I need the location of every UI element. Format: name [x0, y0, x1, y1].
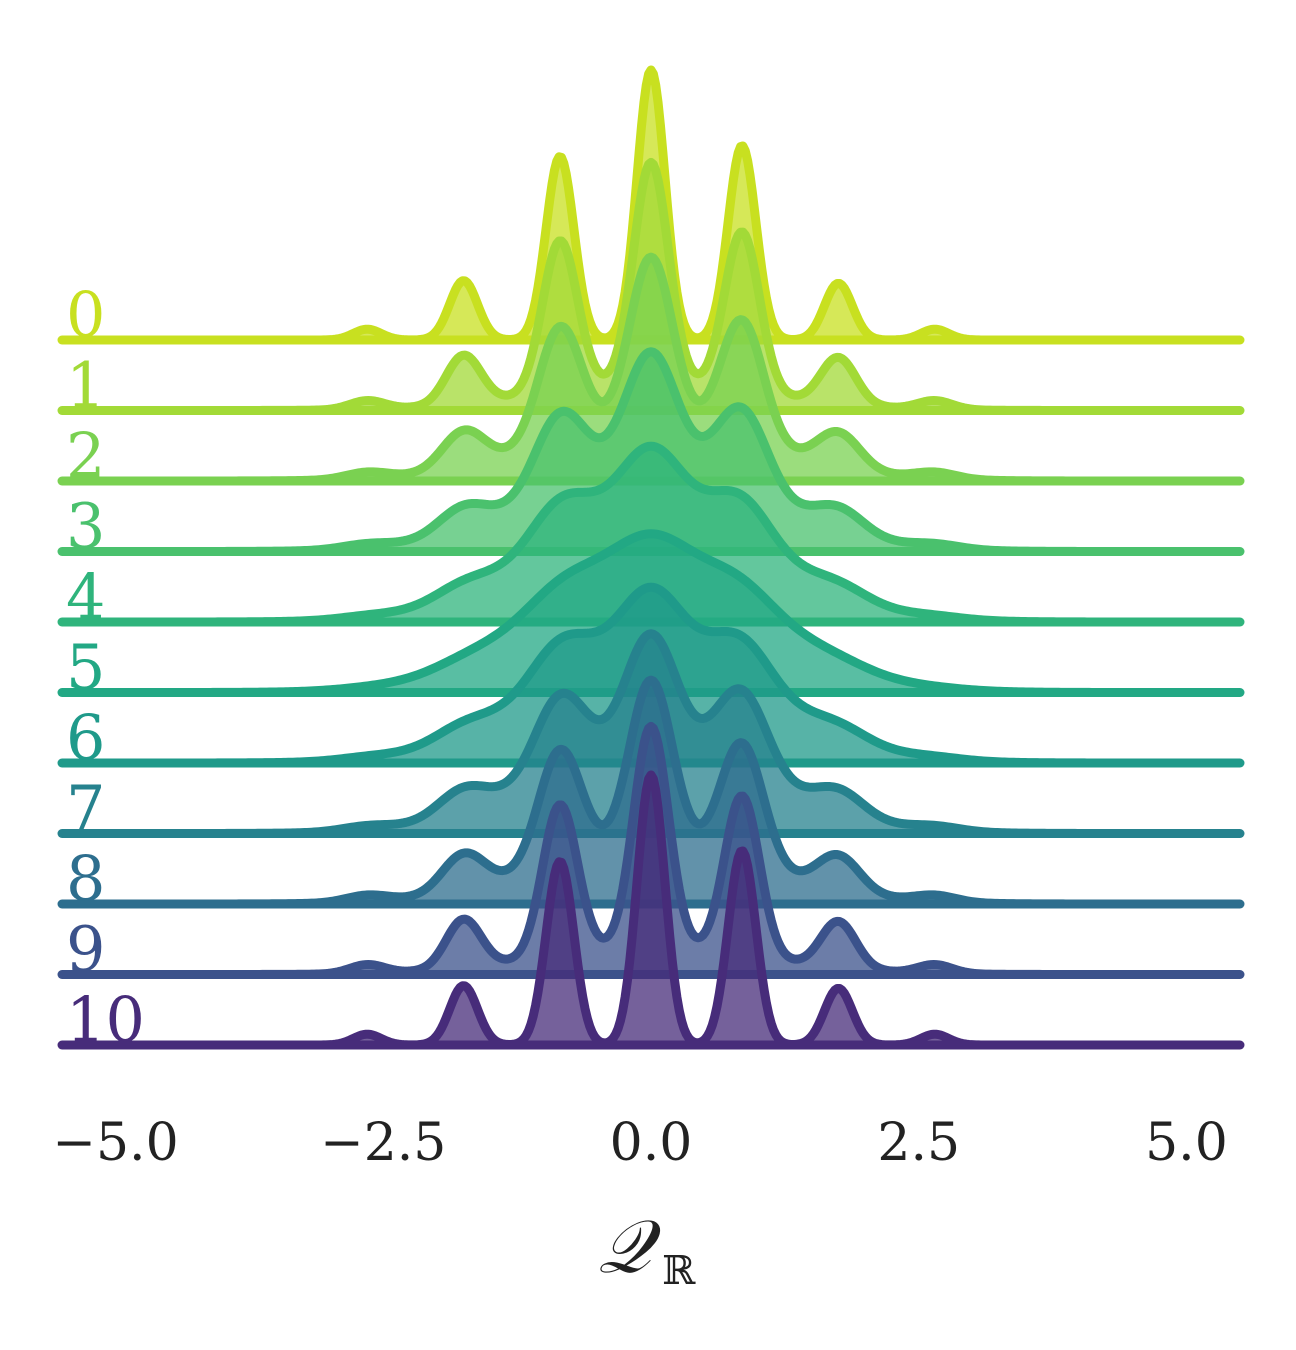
ridge-series-10 — [57, 770, 1245, 1050]
x-axis-label-subscript: ℝ — [662, 1248, 696, 1294]
row-label-9: 9 — [66, 913, 105, 986]
row-label-0: 0 — [66, 278, 105, 351]
x-tick-label: 5.0 — [1145, 1113, 1228, 1173]
row-label-4: 4 — [66, 560, 105, 633]
x-tick-label: 2.5 — [877, 1113, 960, 1173]
row-label-2: 2 — [66, 419, 105, 492]
ridge-series-group — [57, 65, 1245, 1050]
row-label-1: 1 — [66, 349, 105, 422]
row-label-5: 5 — [66, 631, 105, 704]
x-axis-label: 𝒬 — [598, 1204, 662, 1290]
x-tick-label: −5.0 — [52, 1113, 178, 1173]
row-label-7: 7 — [66, 772, 105, 845]
row-label-8: 8 — [66, 842, 105, 915]
x-tick-label-group: −5.0 −2.5 0.0 2.5 5.0 — [52, 1113, 1227, 1173]
ridge-area-10 — [62, 775, 1240, 1045]
row-label-10: 10 — [66, 983, 145, 1056]
row-label-6: 6 — [66, 701, 105, 774]
x-tick-label: −2.5 — [320, 1113, 446, 1173]
row-label-3: 3 — [66, 490, 105, 563]
x-tick-label: 0.0 — [610, 1113, 693, 1173]
